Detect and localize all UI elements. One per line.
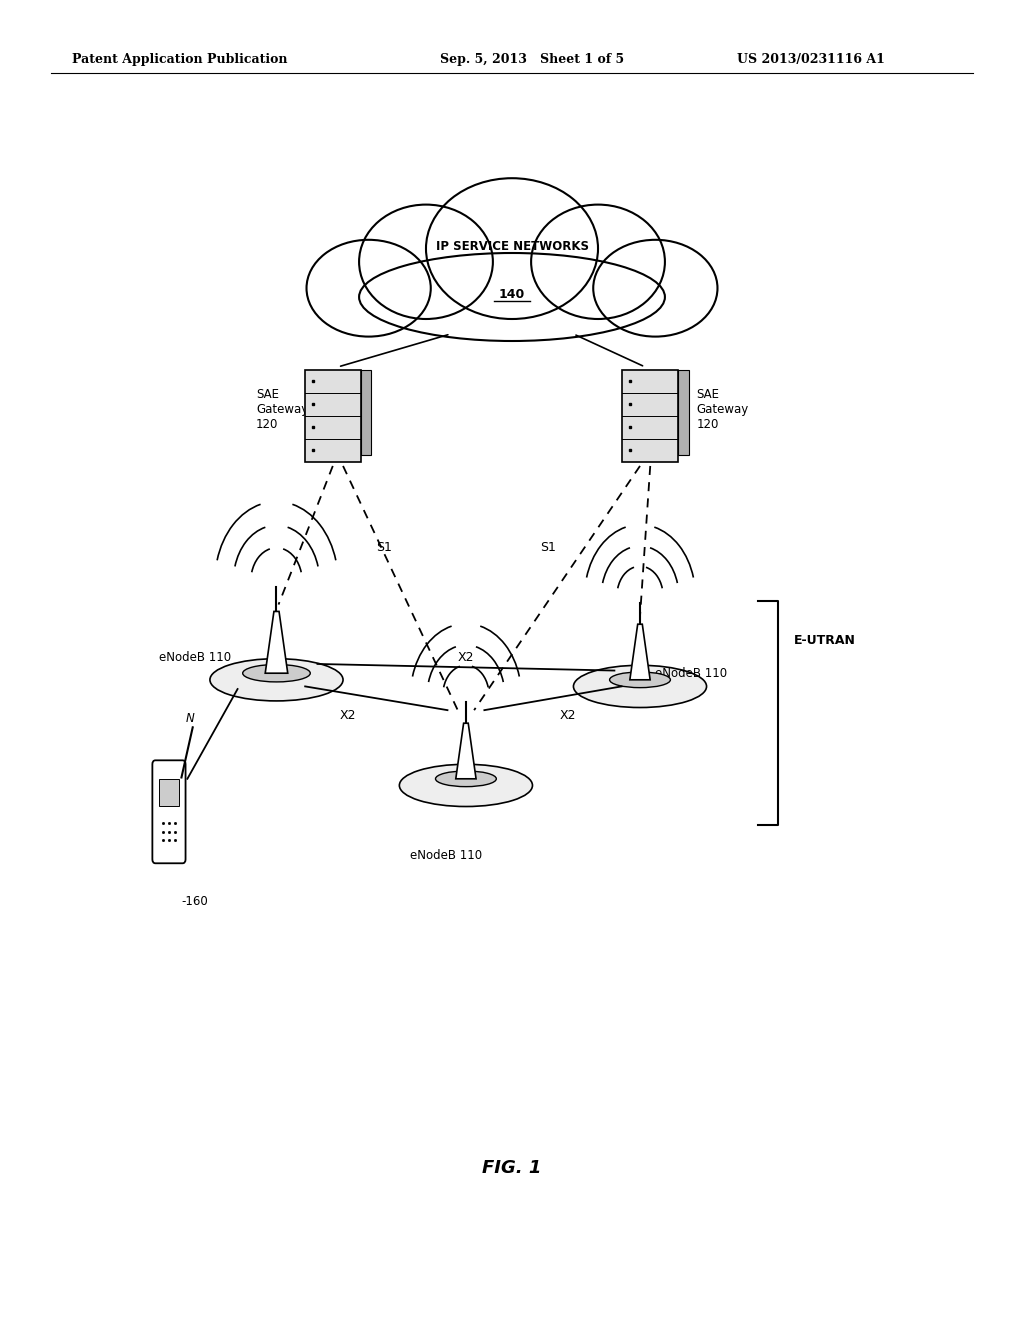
FancyBboxPatch shape <box>153 760 185 863</box>
Text: Sep. 5, 2013   Sheet 1 of 5: Sep. 5, 2013 Sheet 1 of 5 <box>440 53 625 66</box>
Text: eNodeB 110: eNodeB 110 <box>159 651 230 664</box>
Text: S1: S1 <box>376 541 392 554</box>
FancyBboxPatch shape <box>678 370 688 455</box>
Text: US 2013/0231116 A1: US 2013/0231116 A1 <box>737 53 885 66</box>
Ellipse shape <box>306 240 431 337</box>
Text: X2: X2 <box>458 651 474 664</box>
Text: FIG. 1: FIG. 1 <box>482 1159 542 1177</box>
Ellipse shape <box>210 659 343 701</box>
Text: E-UTRAN: E-UTRAN <box>794 634 855 647</box>
Ellipse shape <box>435 771 497 787</box>
Text: S1: S1 <box>540 541 556 554</box>
Text: X2: X2 <box>340 709 356 722</box>
Text: -160: -160 <box>181 895 208 908</box>
FancyBboxPatch shape <box>361 370 372 455</box>
Text: SAE
Gateway
120: SAE Gateway 120 <box>696 388 749 430</box>
Text: 140: 140 <box>499 288 525 301</box>
Polygon shape <box>265 611 288 673</box>
Ellipse shape <box>573 665 707 708</box>
Ellipse shape <box>609 672 671 688</box>
FancyBboxPatch shape <box>305 370 360 462</box>
Ellipse shape <box>359 253 665 341</box>
Text: IP SERVICE NETWORKS: IP SERVICE NETWORKS <box>435 240 589 253</box>
Text: N: N <box>185 711 195 725</box>
Ellipse shape <box>399 764 532 807</box>
Ellipse shape <box>243 664 310 682</box>
Polygon shape <box>456 723 476 779</box>
Text: eNodeB 110: eNodeB 110 <box>655 667 727 680</box>
FancyBboxPatch shape <box>623 370 679 462</box>
Polygon shape <box>630 624 650 680</box>
Ellipse shape <box>593 240 718 337</box>
Text: X2: X2 <box>560 709 577 722</box>
Ellipse shape <box>359 205 493 319</box>
Ellipse shape <box>531 205 665 319</box>
Text: eNodeB 110: eNodeB 110 <box>410 849 481 862</box>
Ellipse shape <box>426 178 598 319</box>
Text: Patent Application Publication: Patent Application Publication <box>72 53 287 66</box>
Text: SAE
Gateway
120: SAE Gateway 120 <box>256 388 308 430</box>
FancyBboxPatch shape <box>159 780 179 807</box>
